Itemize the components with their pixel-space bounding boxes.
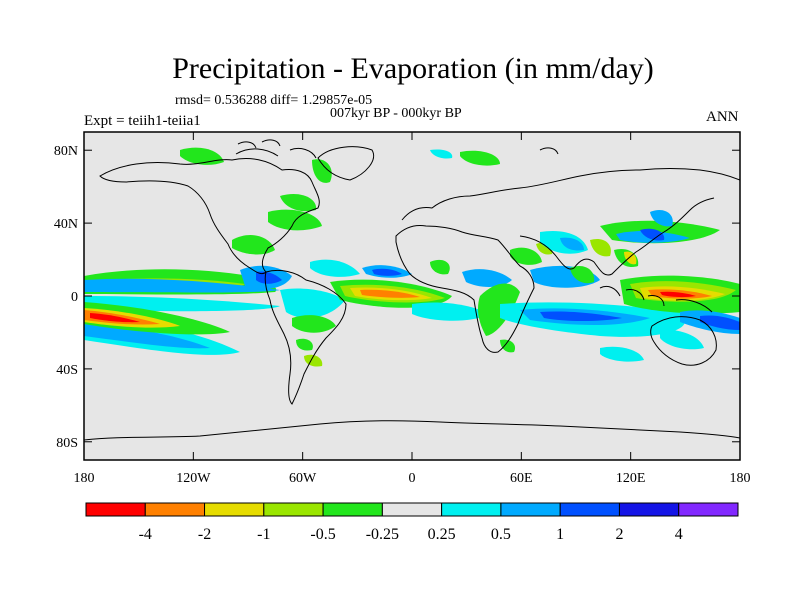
- coastline: [264, 269, 347, 405]
- lat-tick-label: 0: [71, 290, 78, 305]
- colorbar-label: -4: [139, 526, 152, 543]
- lat-tick-label: 80N: [54, 144, 78, 159]
- season-label: ANN: [706, 109, 739, 125]
- field-region: [478, 283, 520, 336]
- colorbar-bin: [381, 502, 443, 517]
- stats-text: rmsd= 0.536288 diff= 1.29857e-05: [175, 93, 373, 108]
- coastline: [235, 147, 317, 159]
- field-region: [560, 237, 584, 251]
- lat-tick-label: 40N: [54, 217, 78, 232]
- coastline: [401, 168, 740, 221]
- field-region: [84, 302, 230, 335]
- colorbar-bin: [263, 502, 324, 517]
- field-region: [292, 315, 336, 333]
- field-region: [462, 269, 512, 287]
- field-region: [256, 271, 282, 284]
- field-region: [280, 193, 317, 212]
- colorbar-label: -0.25: [366, 526, 399, 543]
- coastlines: [84, 139, 740, 441]
- field-region: [590, 238, 611, 257]
- coastline: [99, 157, 320, 275]
- field-region: [232, 235, 275, 255]
- coastline: [237, 139, 559, 155]
- field-region: [430, 149, 453, 159]
- coastline: [650, 316, 717, 366]
- lon-tick-label: 120E: [616, 471, 646, 486]
- lon-tick-label: 60W: [289, 471, 317, 486]
- colorbar-label: 0.5: [491, 526, 511, 543]
- field-region: [660, 329, 704, 350]
- field-region: [90, 313, 140, 323]
- colorbar-label: -0.5: [310, 526, 335, 543]
- lon-tick-label: 60E: [510, 471, 533, 486]
- field-region: [460, 150, 500, 166]
- field-region: [510, 247, 542, 265]
- field-region: [650, 209, 673, 227]
- colorbar: -4 -2 -1 -0.5 -0.25 0.25 0.5 1 2 4: [85, 502, 739, 543]
- colorbar-bin: [678, 502, 739, 517]
- field-region: [624, 251, 637, 265]
- lat-tick-label: 80S: [56, 436, 78, 451]
- colorbar-label: 1: [556, 526, 564, 543]
- latitude-axis: 80N 40N 0 40S 80S: [54, 144, 740, 451]
- field-region: [540, 311, 622, 321]
- colorbar-bin: [441, 502, 502, 517]
- field-region: [312, 159, 332, 183]
- lat-tick-label: 40S: [56, 363, 78, 378]
- field-region: [296, 338, 313, 351]
- field-region: [304, 354, 323, 367]
- lon-tick-label: 180: [74, 471, 95, 486]
- longitude-axis: 180 120W 60W 0 60E 120E 180: [74, 132, 751, 486]
- coastline: [599, 285, 713, 313]
- lon-tick-label: 120W: [176, 471, 211, 486]
- coastline: [395, 225, 535, 353]
- field-region: [672, 223, 700, 238]
- field-region: [412, 302, 490, 321]
- field-region: [360, 289, 420, 298]
- coastline: [317, 146, 374, 181]
- precip-field: [84, 147, 740, 367]
- field-region: [84, 324, 210, 349]
- field-region: [84, 310, 160, 325]
- field-region: [600, 346, 644, 362]
- colorbar-bin: [500, 502, 561, 517]
- field-region: [500, 339, 516, 353]
- colorbar-bin: [322, 502, 383, 517]
- colorbar-label: 4: [675, 526, 683, 543]
- field-region: [430, 259, 450, 275]
- colorbar-label: 0.25: [428, 526, 456, 543]
- colorbar-bin: [618, 502, 680, 517]
- field-region: [660, 291, 696, 298]
- colorbar-label: -2: [198, 526, 211, 543]
- field-region: [372, 268, 402, 276]
- field-region: [640, 228, 665, 241]
- map-title: Precipitation - Evaporation (in mm/day): [172, 52, 654, 85]
- field-region: [570, 265, 595, 284]
- colorbar-label: -1: [257, 526, 270, 543]
- field-region: [310, 259, 360, 277]
- colorbar-bin: [204, 502, 265, 517]
- coastline: [519, 197, 715, 276]
- field-region: [700, 315, 740, 330]
- colorbar-bin: [559, 502, 620, 517]
- field-region: [280, 288, 345, 318]
- field-region: [84, 278, 280, 293]
- experiment-label: Expt = teiih1-teiia1: [84, 113, 201, 129]
- colorbar-bin: [144, 502, 206, 517]
- lon-tick-label: 0: [409, 471, 416, 486]
- colorbar-label: 2: [615, 526, 623, 543]
- colorbar-bin: [85, 502, 146, 517]
- lon-tick-label: 180: [730, 471, 751, 486]
- period-text: 007kyr BP - 000kyr BP: [330, 106, 462, 121]
- coastline: [84, 420, 740, 441]
